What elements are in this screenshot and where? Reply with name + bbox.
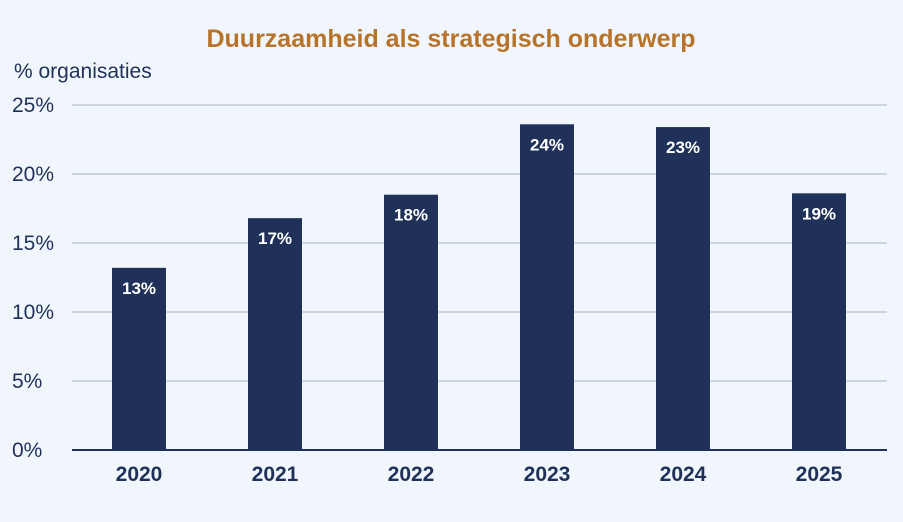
y-tick-label: 0% [12,439,42,462]
data-label: 13% [122,279,156,298]
data-labels: 13% 17% 18% 24% 23% 19% [122,135,836,298]
x-tick-label: 2025 [796,463,843,486]
y-axis-ticks: 0% 5% 10% 15% 20% 25% [12,94,54,462]
bar-2023 [520,124,574,450]
x-tick-label: 2024 [660,463,707,486]
data-label: 17% [258,229,292,248]
data-label: 18% [394,206,428,225]
y-tick-label: 25% [12,94,54,117]
bars [112,124,846,450]
x-tick-label: 2022 [388,463,435,486]
grid-lines [72,104,887,382]
x-tick-label: 2021 [252,463,299,486]
bar-2022 [384,194,438,450]
data-label: 23% [666,138,700,157]
y-tick-label: 15% [12,232,54,255]
bar-2025 [792,193,846,450]
y-tick-label: 5% [12,370,42,393]
y-tick-label: 20% [12,163,54,186]
bar-2021 [248,218,302,450]
y-axis-label: % organisaties [14,60,152,83]
chart-title: Duurzaamheid als strategisch onderwerp [206,25,695,53]
x-tick-label: 2023 [524,463,571,486]
bar-2020 [112,267,166,450]
x-tick-label: 2020 [116,463,163,486]
data-label: 24% [530,135,564,154]
data-label: 19% [802,204,836,223]
x-axis-ticks: 2020 2021 2022 2023 2024 2025 [116,463,843,486]
bar-2024 [656,127,710,450]
y-tick-label: 10% [12,301,54,324]
